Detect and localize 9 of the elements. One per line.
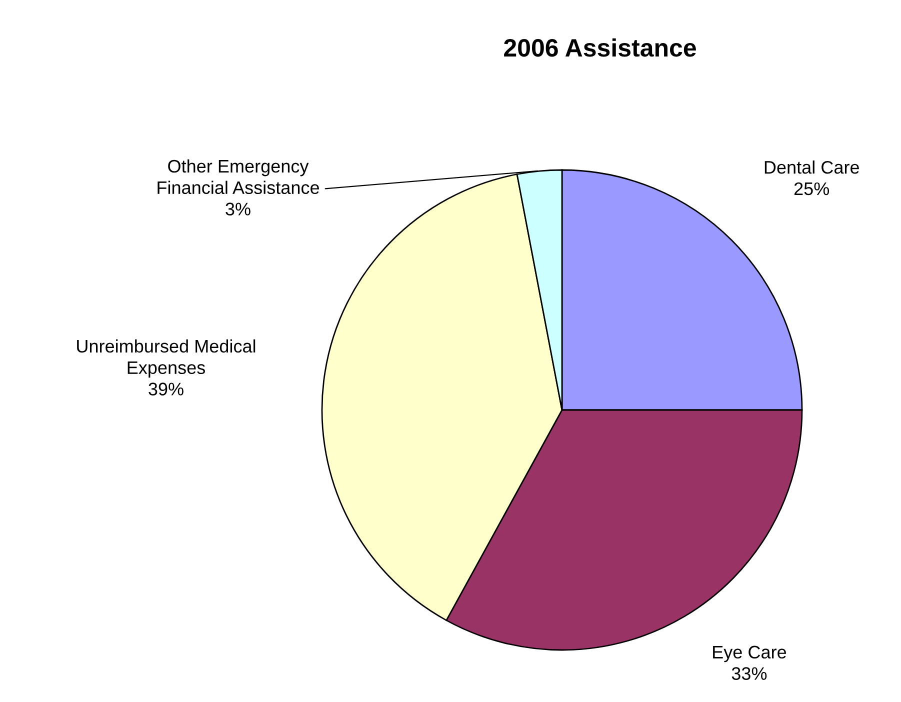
data-label: 25% bbox=[794, 182, 830, 196]
data-label: 33% bbox=[732, 667, 767, 680]
slice-label: Unreimbursed Medical Expenses bbox=[77, 339, 256, 378]
slice-label: Dental Care bbox=[764, 160, 859, 174]
slice-label: Other Emergency Financial Assistance bbox=[158, 159, 319, 194]
data-label: 39% bbox=[148, 382, 184, 396]
chart-title: 2006 Assistance bbox=[504, 38, 696, 57]
slice-label: Eye Care bbox=[713, 646, 786, 662]
data-label: 3% bbox=[226, 202, 250, 216]
